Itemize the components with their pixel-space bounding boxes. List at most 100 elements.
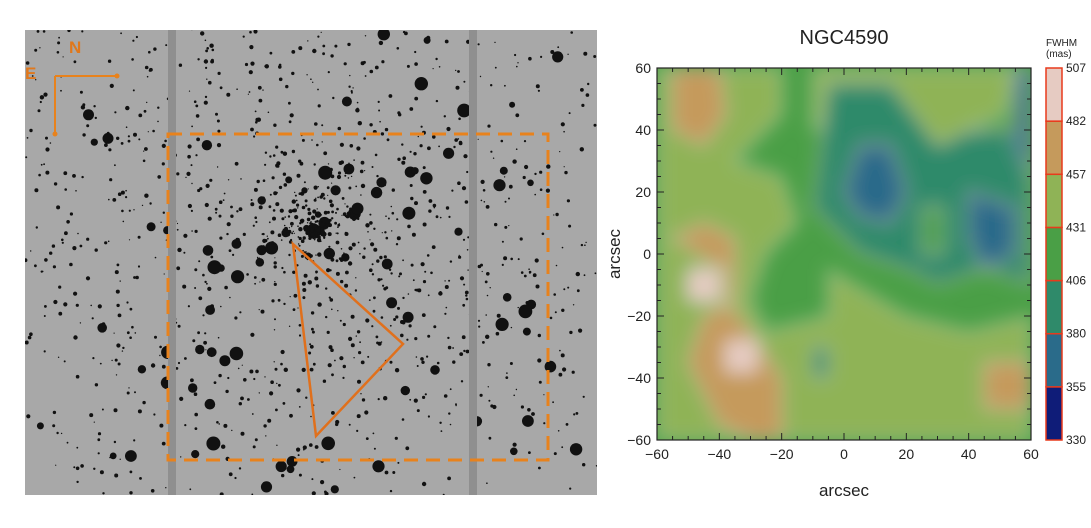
star <box>184 424 187 427</box>
star <box>461 186 467 191</box>
star <box>273 282 277 286</box>
star <box>82 103 86 107</box>
star <box>179 396 184 401</box>
star <box>269 391 274 396</box>
star <box>273 265 277 269</box>
star <box>538 380 542 384</box>
star <box>134 332 137 334</box>
star <box>207 260 222 275</box>
star <box>116 303 120 308</box>
star <box>177 247 182 253</box>
star <box>183 233 188 238</box>
star <box>301 221 304 224</box>
star <box>57 356 60 358</box>
star <box>420 125 423 128</box>
star <box>112 198 117 202</box>
star <box>162 211 165 214</box>
star <box>357 241 360 244</box>
star <box>274 257 276 259</box>
star <box>254 438 258 442</box>
star <box>360 183 366 189</box>
star <box>126 301 129 304</box>
star <box>317 252 322 257</box>
star <box>252 445 256 449</box>
star <box>298 334 302 337</box>
star <box>522 175 526 180</box>
contour-region-482 <box>983 362 1031 410</box>
star <box>232 253 235 256</box>
star <box>238 467 242 470</box>
star <box>355 108 360 113</box>
star <box>29 128 33 133</box>
star <box>402 320 404 322</box>
star <box>488 436 492 440</box>
star <box>271 176 275 180</box>
star <box>553 214 555 216</box>
star <box>226 92 231 97</box>
star <box>63 302 68 307</box>
colorbar-title-line2: (mas) <box>1046 49 1072 60</box>
y-tick-label: 0 <box>643 246 651 262</box>
star <box>461 335 466 340</box>
star <box>176 172 180 176</box>
star <box>506 372 508 374</box>
star <box>400 385 410 396</box>
y-axis: −60 −40 −20 0 20 40 60 <box>627 60 1031 448</box>
star <box>545 188 551 193</box>
star <box>248 70 253 75</box>
star <box>188 383 198 393</box>
star <box>256 256 259 259</box>
star <box>182 284 187 289</box>
star <box>458 140 463 145</box>
star <box>390 272 393 275</box>
star <box>217 336 220 339</box>
star <box>306 217 311 222</box>
star <box>360 160 365 165</box>
star <box>406 338 409 341</box>
star <box>277 298 281 302</box>
star <box>344 174 347 177</box>
star <box>417 288 422 293</box>
star <box>494 66 497 69</box>
star <box>113 332 115 334</box>
star <box>142 400 146 405</box>
star <box>326 227 329 229</box>
star <box>176 228 179 231</box>
star <box>311 478 314 481</box>
star <box>462 303 466 307</box>
star <box>522 327 531 336</box>
star <box>543 422 546 425</box>
star <box>117 362 121 366</box>
star <box>216 143 222 148</box>
star <box>552 401 554 404</box>
star <box>332 96 335 100</box>
star <box>37 109 41 113</box>
star <box>305 396 308 399</box>
star <box>298 46 303 51</box>
star <box>203 100 208 105</box>
star <box>414 50 417 54</box>
star <box>503 256 508 261</box>
star <box>344 203 346 205</box>
star <box>436 361 440 365</box>
star <box>328 296 331 299</box>
star <box>323 236 326 239</box>
star <box>61 238 64 242</box>
star <box>228 249 232 253</box>
star <box>463 283 466 286</box>
star <box>375 335 379 339</box>
star <box>227 376 230 380</box>
star <box>329 167 333 172</box>
star <box>402 311 414 323</box>
star <box>325 287 328 290</box>
star <box>442 493 445 495</box>
colorbar-swatch <box>1045 386 1063 441</box>
star <box>256 179 260 184</box>
star <box>356 414 361 419</box>
colorbar-tick-label: 507 <box>1066 61 1086 75</box>
star <box>351 216 357 221</box>
star <box>187 154 191 159</box>
star <box>132 39 135 42</box>
star <box>452 347 454 349</box>
star <box>399 272 402 276</box>
